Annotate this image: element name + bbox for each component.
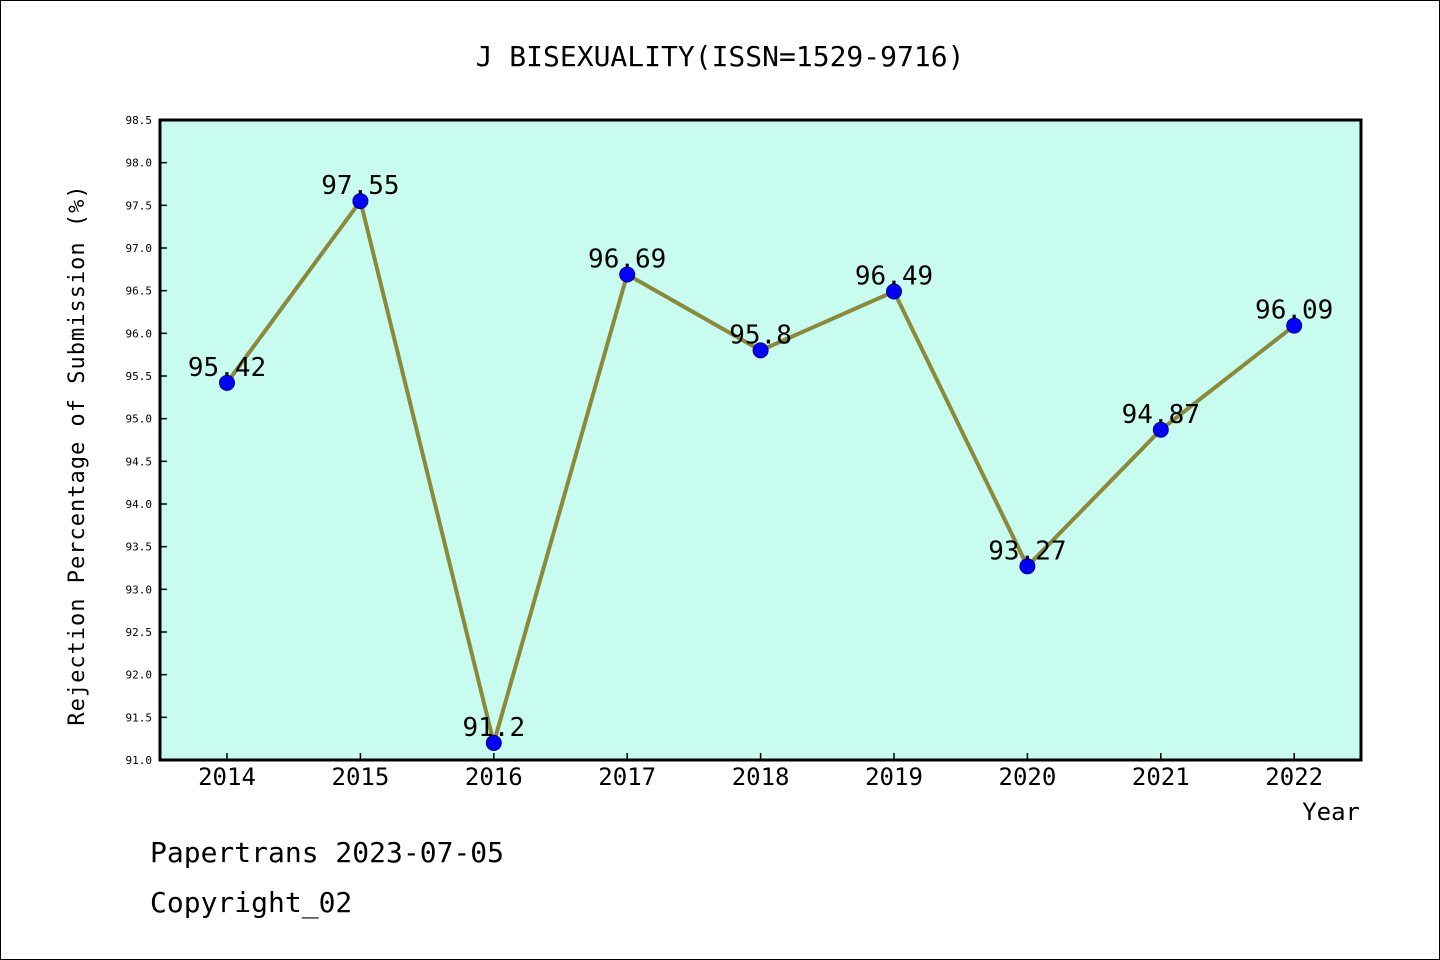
data-point: [352, 193, 369, 210]
y-tick-label: 95.5: [126, 370, 153, 383]
data-label: 95.8: [729, 320, 792, 350]
data-label: 96.09: [1255, 296, 1333, 326]
x-tick-label: 2019: [865, 763, 923, 791]
data-point: [219, 374, 235, 391]
x-axis-label: Year: [1302, 798, 1360, 826]
footer-date: Papertrans 2023-07-05: [150, 836, 505, 869]
y-tick-label: 93.5: [126, 541, 153, 554]
data-point: [886, 283, 902, 300]
data-label: 96.69: [588, 244, 666, 274]
x-tick-label: 2014: [198, 763, 256, 791]
y-axis: 91.0 91.5 92.0 92.5 93.0 93.5 94.0 94.5 95.0 95.5…: [126, 114, 167, 767]
x-tick-label: 2016: [465, 763, 523, 791]
x-tick-label: 2021: [1132, 763, 1190, 791]
data-label: 96.49: [855, 262, 933, 292]
x-tick-label: 2022: [1265, 763, 1323, 791]
y-tick-label: 93.0: [126, 583, 153, 596]
data-label: 97.55: [321, 171, 399, 201]
y-tick-label: 91.0: [126, 754, 153, 767]
data-label: 91.2: [462, 713, 525, 743]
data-label: 94.87: [1122, 400, 1200, 430]
y-tick-label: 98.5: [126, 114, 153, 127]
plot-area: [158, 118, 1363, 762]
y-axis-label: Rejection Percentage of Submission (%): [65, 184, 90, 725]
y-tick-label: 92.5: [126, 626, 153, 639]
y-tick-label: 94.0: [126, 498, 153, 511]
chart-title: J BISEXUALITY(ISSN=1529-9716): [476, 40, 965, 73]
data-point: [485, 734, 502, 751]
y-tick-label: 96.0: [126, 327, 153, 340]
y-tick-label: 91.5: [126, 711, 153, 724]
data-label: 93.27: [988, 536, 1066, 566]
series-line-group: [219, 193, 1303, 751]
data-point: [1019, 558, 1036, 575]
x-tick-label: 2015: [332, 763, 390, 791]
data-point: [619, 266, 636, 283]
y-tick-label: 97.0: [126, 242, 153, 255]
data-point: [1152, 421, 1169, 438]
x-tick-label: 2018: [732, 763, 790, 791]
y-tick-label: 95.0: [126, 413, 153, 426]
y-tick-label: 97.5: [126, 199, 153, 212]
x-tick-label: 2020: [999, 763, 1057, 791]
data-point: [1286, 317, 1303, 334]
data-labels: 95.42 97.55 91.2 96.69 95.8 96.49 93.27 94.87 96…: [188, 171, 1333, 743]
y-tick-label: 92.0: [126, 669, 153, 682]
y-tick-label: 96.5: [126, 285, 153, 298]
x-axis: 2014 2015 2016 2017 2018 2019 2020 2021 2022: [198, 753, 1323, 791]
y-tick-label: 94.5: [126, 455, 153, 468]
data-point: [752, 342, 769, 359]
y-tick-label: 98.0: [126, 157, 153, 170]
data-label: 95.42: [188, 353, 266, 383]
footer-copyright: Copyright_02: [150, 886, 353, 919]
x-tick-label: 2017: [598, 763, 656, 791]
